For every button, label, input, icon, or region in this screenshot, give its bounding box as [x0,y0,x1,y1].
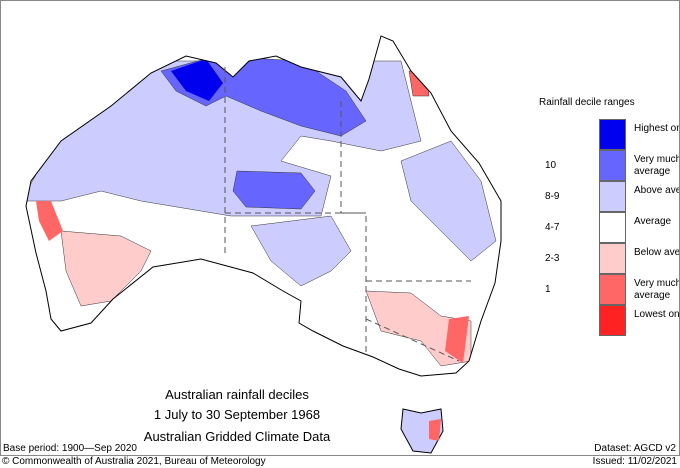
legend-title: Rainfall decile ranges [539,97,635,108]
legend-label: Very much above average [634,154,680,177]
legend-label: Very much below average [634,278,680,301]
region-above-average-sa [250,215,352,287]
map-period: 1 July to 30 September 1968 [153,407,321,422]
region-very-much-above-central [232,170,316,210]
legend-swatch [599,119,626,150]
region-highest-on-record [171,59,223,101]
legend-label: Lowest on record [634,309,680,320]
legend-label: Average [634,216,672,227]
legend-decile: 4-7 [545,222,560,233]
legend-decile: 2-3 [545,253,560,264]
rainfall-map-frame: Australian rainfall deciles 1 July to 30… [0,0,680,456]
legend-swatch [599,305,626,336]
legend-swatch [599,150,626,181]
australia-map [25,35,502,454]
legend-label: Above average [634,185,680,196]
region-below-average-sw [60,230,152,307]
state-borders [224,67,471,362]
legend-swatch [599,274,626,305]
legend-label: Below average [634,247,680,258]
dataset-label: Dataset: AGCD v2 [594,443,676,454]
legend-label: Highest on record [634,123,679,134]
legend-swatch [599,243,626,274]
legend-swatch [599,212,626,243]
legend-decile: 8-9 [545,191,560,202]
legend-swatch [599,181,626,212]
region-above-average-east [400,140,497,262]
map-source: Australian Gridded Climate Data [143,429,331,444]
legend-decile: 10 [545,160,557,171]
map-title: Australian rainfall deciles [165,387,309,402]
tasmania [400,408,444,454]
legend-decile: 1 [545,284,551,295]
region-very-much-below-nsw [445,316,469,363]
base-period: Base period: 1900—Sep 2020 [3,443,137,454]
copyright: © Commonwealth of Australia 2021, Bureau… [2,456,266,467]
region-very-much-below-west [36,201,63,241]
issued-date: Issued: 11/02/2021 [592,456,677,467]
